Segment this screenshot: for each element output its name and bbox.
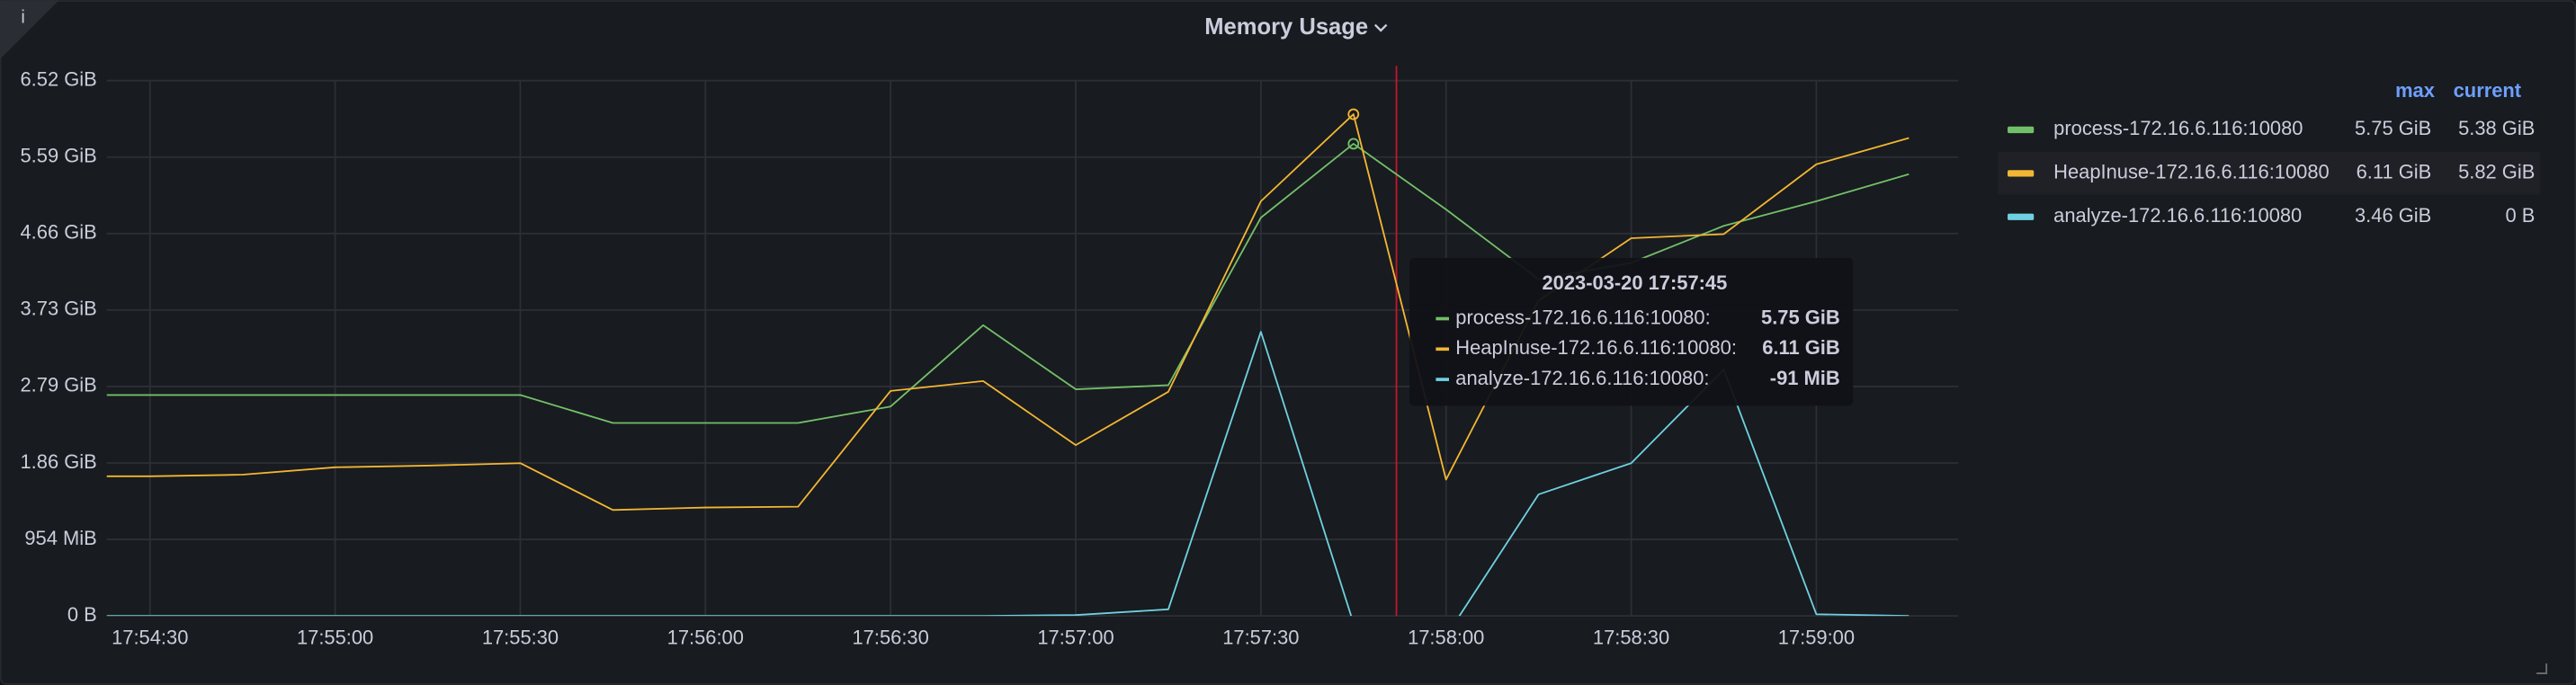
legend-label[interactable]: analyze-172.16.6.116:10080 (2053, 204, 2302, 227)
legend-current: 5.38 GiB (2458, 117, 2535, 139)
info-icon[interactable]: i (21, 8, 24, 28)
tooltip-value: 5.75 GiB (1761, 306, 1840, 328)
legend-label[interactable]: process-172.16.6.116:10080 (2053, 117, 2303, 139)
x-tick-label: 17:55:00 (297, 626, 373, 648)
y-tick-label: 0 B (67, 603, 97, 626)
x-tick-label: 17:57:00 (1037, 626, 1114, 648)
x-tick-label: 17:58:30 (1593, 626, 1669, 648)
legend-header[interactable]: current (2454, 79, 2522, 102)
legend-swatch[interactable] (2008, 170, 2035, 177)
x-tick-label: 17:56:30 (853, 626, 929, 648)
legend-swatch[interactable] (2008, 213, 2035, 220)
legend-label[interactable]: HeapInuse-172.16.6.116:10080 (2053, 161, 2330, 183)
tooltip-label: analyze-172.16.6.116:10080: (1455, 367, 1709, 389)
title-chevron[interactable] (1373, 23, 1388, 32)
hover-point (1347, 138, 1360, 150)
tooltip-value: 6.11 GiB (1762, 336, 1839, 359)
tooltip: 2023-03-20 17:57:45 process-172.16.6.116:… (1409, 257, 1854, 406)
x-tick-label: 17:55:30 (482, 626, 559, 648)
y-tick-label: 6.52 GiB (21, 67, 97, 90)
y-tick-label: 954 MiB (24, 527, 96, 549)
y-tick-label: 1.86 GiB (21, 450, 97, 473)
y-tick-label: 2.79 GiB (21, 374, 97, 396)
legend-header[interactable]: max (2395, 79, 2436, 102)
x-tick-label: 17:54:30 (112, 626, 188, 648)
y-tick-label: 5.59 GiB (21, 145, 97, 167)
legend-max: 3.46 GiB (2355, 204, 2431, 227)
axes: 0 B 954 MiB 1.86 GiB 2.79 GiB 3.73 GiB 4.66 G… (21, 67, 1856, 648)
tooltip-label: process-172.16.6.116:10080: (1455, 306, 1710, 328)
x-tick-label: 17:58:00 (1408, 626, 1484, 648)
y-tick-label: 4.66 GiB (21, 221, 97, 244)
tooltip-time: 2023-03-20 17:57:45 (1542, 271, 1727, 294)
legend-current: 0 B (2505, 204, 2535, 227)
resize-handle[interactable] (2536, 663, 2548, 674)
legend-swatch[interactable] (2008, 126, 2035, 134)
legend-max: 6.11 GiB (2357, 161, 2432, 183)
x-tick-label: 17:57:30 (1222, 626, 1299, 648)
y-tick-label: 3.73 GiB (21, 298, 97, 320)
legend-row-highlight (1998, 152, 2540, 195)
series-line (106, 331, 1910, 617)
x-tick-label: 17:56:00 (667, 626, 744, 648)
tooltip-box (1409, 257, 1854, 406)
hover-point (1347, 108, 1360, 120)
legend: max current process-172.16.6.116:10080 5.75… (1998, 79, 2540, 227)
tooltip-label: HeapInuse-172.16.6.116:10080: (1455, 336, 1737, 359)
grid (106, 79, 1959, 618)
tooltip-value: -91 MiB (1770, 367, 1840, 389)
legend-max: 5.75 GiB (2355, 117, 2431, 139)
legend-current: 5.82 GiB (2458, 161, 2535, 183)
panel-title[interactable]: Memory Usage (1204, 14, 1368, 40)
x-tick-label: 17:59:00 (1778, 626, 1855, 648)
